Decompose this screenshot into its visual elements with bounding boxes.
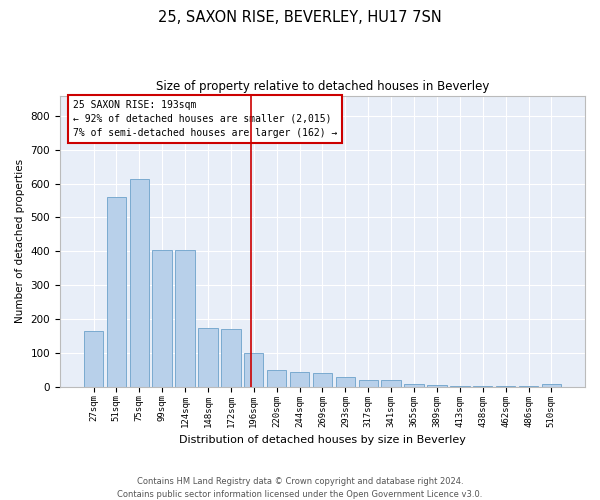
Y-axis label: Number of detached properties: Number of detached properties [15, 159, 25, 323]
Bar [130, 178, 149, 387]
Bar [359, 380, 378, 387]
Bar [382, 380, 401, 387]
Bar [290, 372, 309, 387]
Bar [519, 386, 538, 387]
Bar [313, 373, 332, 387]
Text: 25, SAXON RISE, BEVERLEY, HU17 7SN: 25, SAXON RISE, BEVERLEY, HU17 7SN [158, 10, 442, 25]
Bar [427, 385, 446, 387]
Bar [473, 386, 493, 387]
Bar [221, 329, 241, 387]
Text: 25 SAXON RISE: 193sqm
← 92% of detached houses are smaller (2,015)
7% of semi-de: 25 SAXON RISE: 193sqm ← 92% of detached … [73, 100, 337, 138]
Bar [404, 384, 424, 387]
Bar [267, 370, 286, 387]
Bar [542, 384, 561, 387]
Bar [244, 353, 263, 387]
Bar [107, 197, 126, 387]
X-axis label: Distribution of detached houses by size in Beverley: Distribution of detached houses by size … [179, 435, 466, 445]
Bar [175, 250, 195, 387]
Bar [198, 328, 218, 387]
Bar [335, 378, 355, 387]
Bar [496, 386, 515, 387]
Bar [84, 331, 103, 387]
Text: Contains HM Land Registry data © Crown copyright and database right 2024.
Contai: Contains HM Land Registry data © Crown c… [118, 478, 482, 499]
Title: Size of property relative to detached houses in Beverley: Size of property relative to detached ho… [156, 80, 489, 93]
Bar [450, 386, 470, 387]
Bar [152, 250, 172, 387]
